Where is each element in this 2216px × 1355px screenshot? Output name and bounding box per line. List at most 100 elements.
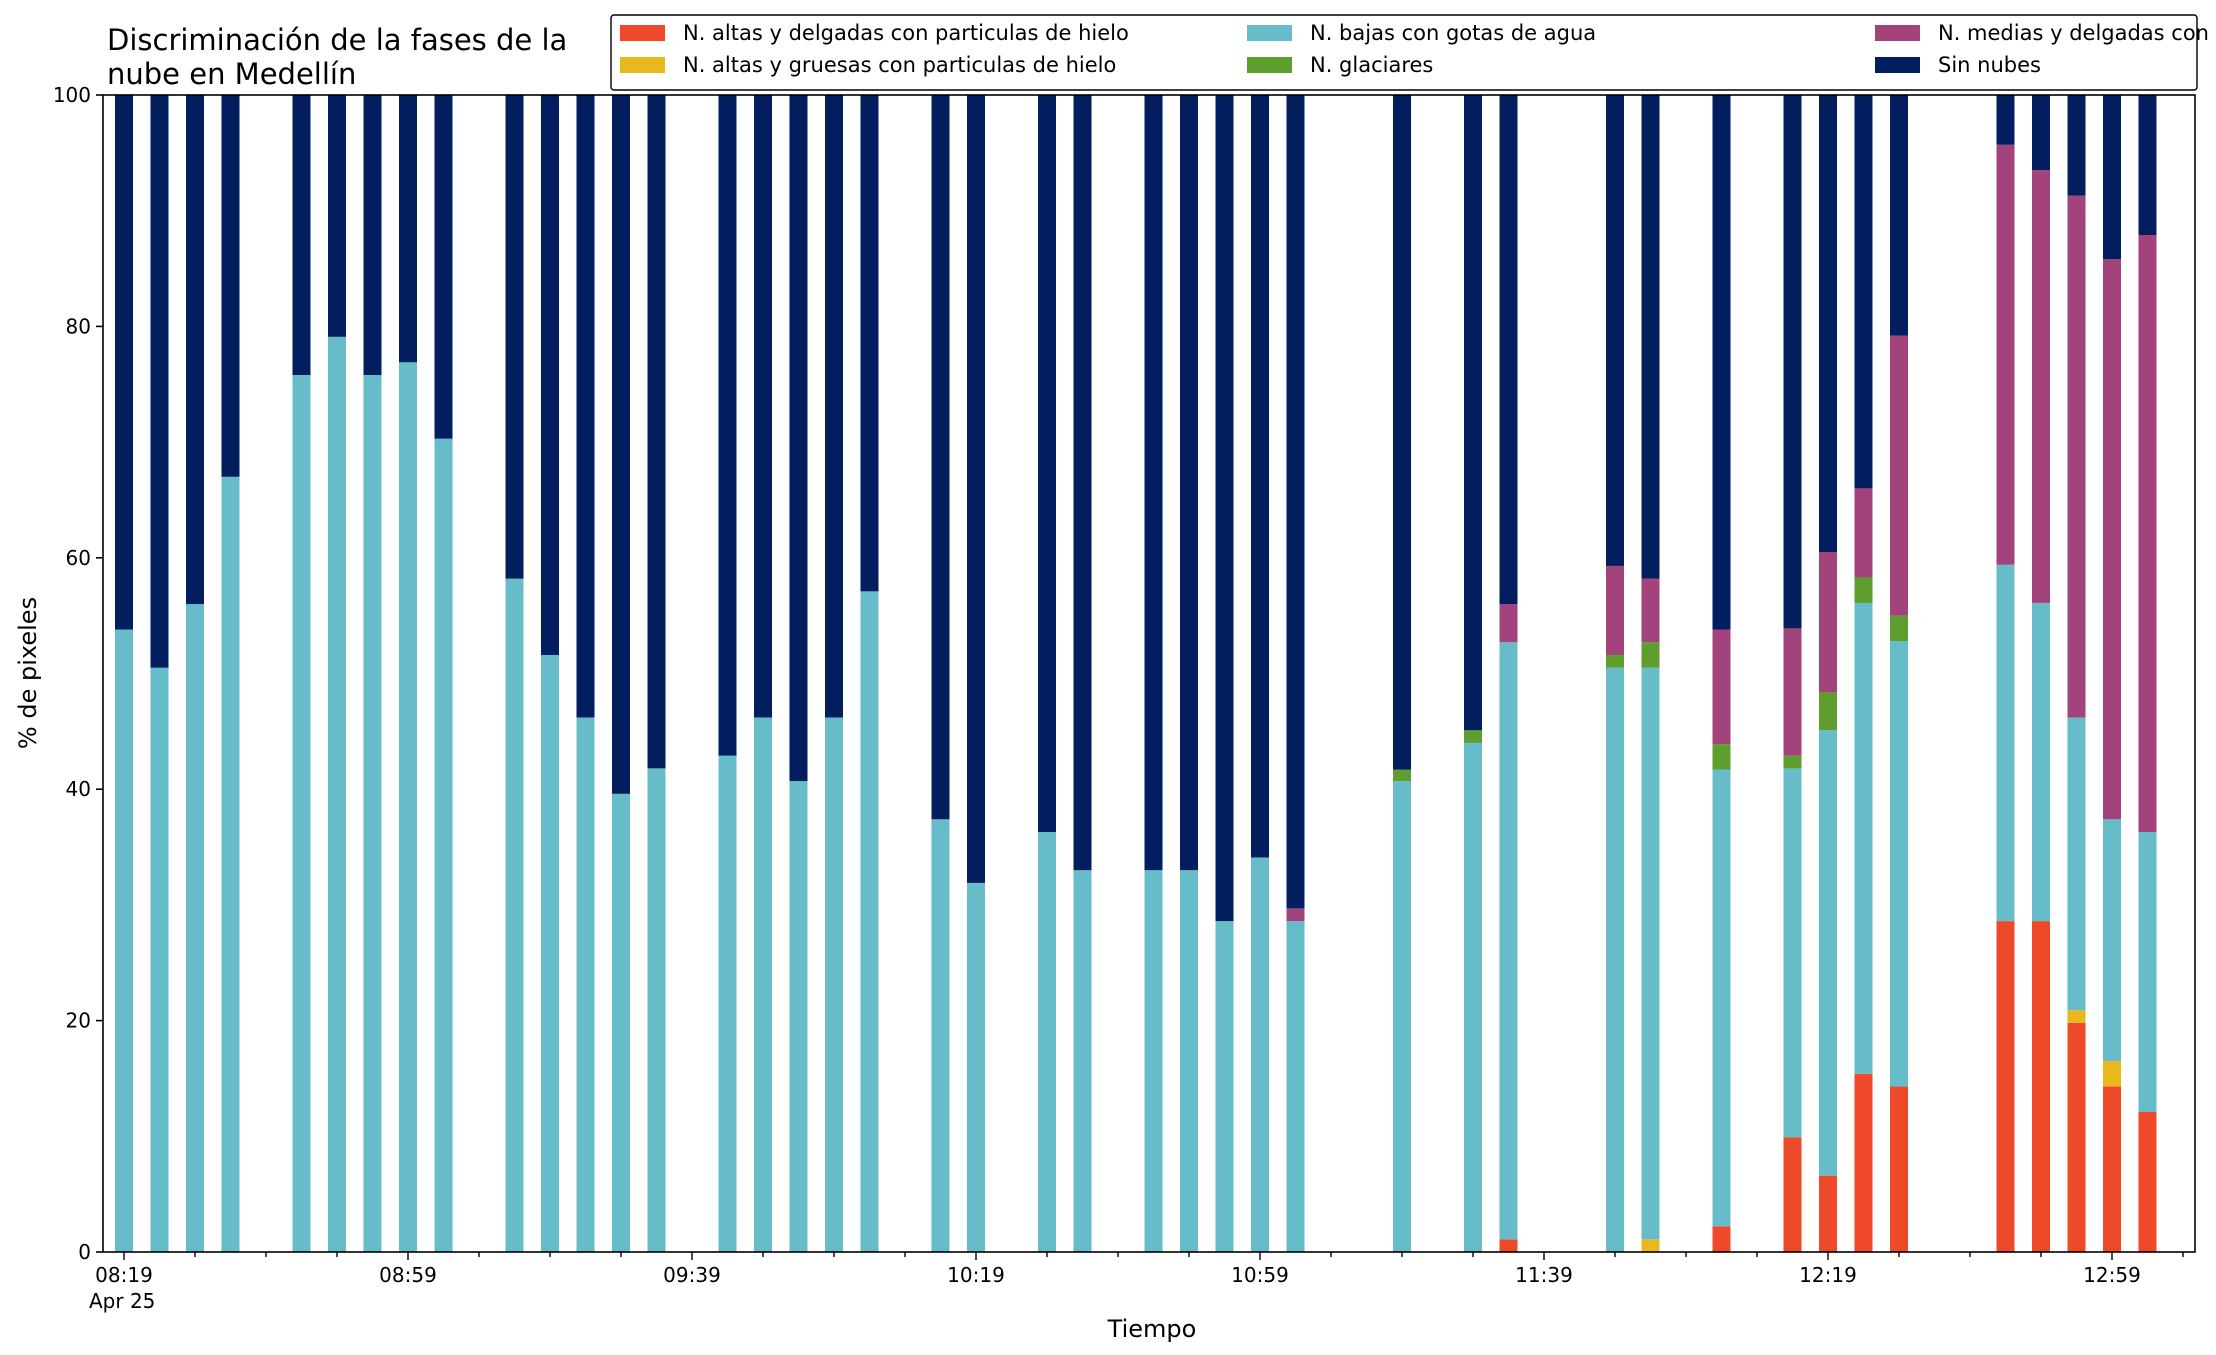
bar-segment-1104-s2 — [1286, 921, 1305, 1252]
bar-segment-1134-s2 — [1499, 642, 1518, 1240]
y-axis-label: % de pixeles — [14, 597, 42, 749]
bar-segment-1224-s5 — [1854, 95, 1873, 489]
bar-segment-1134-s5 — [1499, 95, 1518, 605]
bar-segment-1254-s4 — [2067, 195, 2086, 718]
chart-title-line-2: nube en Medellín — [107, 57, 356, 91]
y-tick-label-20: 20 — [66, 1009, 91, 1033]
bar-segment-0949-s2 — [754, 717, 772, 1252]
x-tick-label-1219: 12:19 — [1799, 1263, 1857, 1287]
bar-segment-1029-s5 — [1038, 95, 1056, 833]
bar-segment-1044-s5 — [1144, 95, 1163, 871]
bar-segment-0829-s2 — [186, 604, 204, 1252]
x-date-label: Apr 25 — [89, 1289, 155, 1313]
bar-segment-0914-s2 — [505, 578, 524, 1252]
bar-segment-1204-s3 — [1712, 744, 1731, 770]
bar-segment-1214-s4 — [1783, 628, 1802, 756]
bar-segment-1204-s0 — [1712, 1226, 1731, 1252]
bar-segment-0849-s5 — [328, 95, 346, 337]
bar-segment-0834-s5 — [221, 95, 240, 477]
bar-segment-1219-s4 — [1819, 552, 1837, 693]
bar-segment-0824-s5 — [150, 95, 169, 668]
bar-segment-1059-s2 — [1251, 857, 1269, 1252]
bar-segment-1224-s0 — [1854, 1073, 1873, 1252]
bar-segment-1149-s2 — [1606, 667, 1624, 1252]
bar-segment-0854-s2 — [363, 374, 382, 1252]
bar-segment-0849-s2 — [328, 336, 346, 1252]
bar-segment-1304-s0 — [2138, 1112, 2157, 1252]
x-tick-label-1059: 10:59 — [1231, 1263, 1289, 1287]
bar-segment-1059-s5 — [1251, 95, 1269, 858]
bar-segment-0949-s5 — [754, 95, 772, 718]
bar-segment-1154-s5 — [1641, 95, 1660, 579]
bar-segment-1254-s0 — [2067, 1022, 2086, 1252]
x-tick-label-1139: 11:39 — [1515, 1263, 1573, 1287]
bar-segment-1149-s5 — [1606, 95, 1624, 566]
bar-segment-1034-s5 — [1073, 95, 1092, 871]
bar-segment-1219-s3 — [1819, 692, 1837, 731]
bar-segment-1154-s1 — [1641, 1239, 1660, 1252]
bar-segment-1204-s4 — [1712, 629, 1731, 745]
bar-segment-0929-s5 — [612, 95, 630, 794]
plot-frame — [102, 94, 2196, 1253]
bar-segment-0819-s5 — [115, 95, 133, 630]
bar-segment-1259-s5 — [2103, 95, 2121, 260]
bar-segment-0859-s2 — [399, 362, 417, 1252]
y-tick-label-60: 60 — [66, 546, 91, 570]
bar-segment-1259-s0 — [2103, 1086, 2121, 1252]
bar-segment-1119-s3 — [1393, 769, 1411, 782]
bar-segment-1129-s5 — [1464, 95, 1482, 731]
bar-segment-0954-s2 — [789, 781, 808, 1252]
bar-segment-1019-s2 — [967, 882, 985, 1252]
bar-segment-1259-s4 — [2103, 259, 2121, 820]
bar-segment-1019-s5 — [967, 95, 985, 883]
bar-segment-1129-s2 — [1464, 742, 1482, 1252]
bar-segment-0834-s2 — [221, 476, 240, 1252]
bar-segment-0929-s2 — [612, 793, 630, 1252]
y-tick-label-40: 40 — [66, 777, 91, 801]
bar-segment-1224-s4 — [1854, 488, 1873, 578]
bar-segment-1054-s2 — [1215, 921, 1234, 1252]
legend-swatch-4 — [1875, 25, 1920, 41]
y-tick-label-100: 100 — [53, 83, 91, 107]
x-tick-label-1019: 10:19 — [947, 1263, 1005, 1287]
bar-segment-1119-s5 — [1393, 95, 1411, 770]
legend-swatch-1 — [620, 57, 665, 73]
bar-segment-1049-s2 — [1180, 870, 1198, 1252]
bar-segment-1214-s5 — [1783, 95, 1802, 629]
bar-segment-1054-s5 — [1215, 95, 1234, 922]
x-axis-label: Tiempo — [1107, 1315, 1197, 1343]
legend-label-4: N. medias y delgadas con gotas de agua — [1938, 21, 2216, 45]
bar-segment-0954-s5 — [789, 95, 808, 782]
bar-segment-1229-s4 — [1890, 335, 1908, 616]
x-tick-label-0859: 08:59 — [379, 1263, 437, 1287]
bar-segment-1244-s2 — [1996, 564, 2015, 922]
bar-segment-1244-s5 — [1996, 95, 2015, 145]
x-tick-label-1259: 12:59 — [2083, 1263, 2141, 1287]
bar-segment-1104-s5 — [1286, 95, 1305, 909]
bar-segment-1214-s3 — [1783, 755, 1802, 769]
bar-segment-1229-s0 — [1890, 1086, 1908, 1252]
legend-label-5: Sin nubes — [1938, 53, 2041, 77]
bar-segment-1004-s2 — [860, 591, 879, 1252]
bar-segment-1029-s2 — [1038, 832, 1056, 1252]
y-axis: 0 20 40 60 80 100 — [53, 83, 103, 1264]
bar-segment-0934-s5 — [647, 95, 666, 769]
bar-segment-0919-s5 — [541, 95, 559, 655]
bar-segment-0959-s2 — [825, 717, 843, 1252]
legend-swatch-2 — [1247, 25, 1292, 41]
bar-segment-1219-s5 — [1819, 95, 1837, 553]
bar-segment-1214-s2 — [1783, 768, 1802, 1138]
chart-title-line-1: Discriminación de la fases de la — [107, 23, 567, 57]
bar-segment-1259-s2 — [2103, 819, 2121, 1062]
bar-segment-1129-s3 — [1464, 730, 1482, 743]
bar-segment-1254-s5 — [2067, 95, 2086, 196]
bar-segment-1229-s5 — [1890, 95, 1908, 336]
legend-frame — [610, 14, 2198, 91]
bar-segment-1204-s5 — [1712, 95, 1731, 630]
bar-segment-1219-s2 — [1819, 730, 1837, 1176]
bar-segment-0819-s2 — [115, 629, 133, 1252]
bar-segment-1254-s2 — [2067, 717, 2086, 1011]
bar-segment-1229-s2 — [1890, 641, 1908, 1087]
bar-segment-0854-s5 — [363, 95, 382, 375]
